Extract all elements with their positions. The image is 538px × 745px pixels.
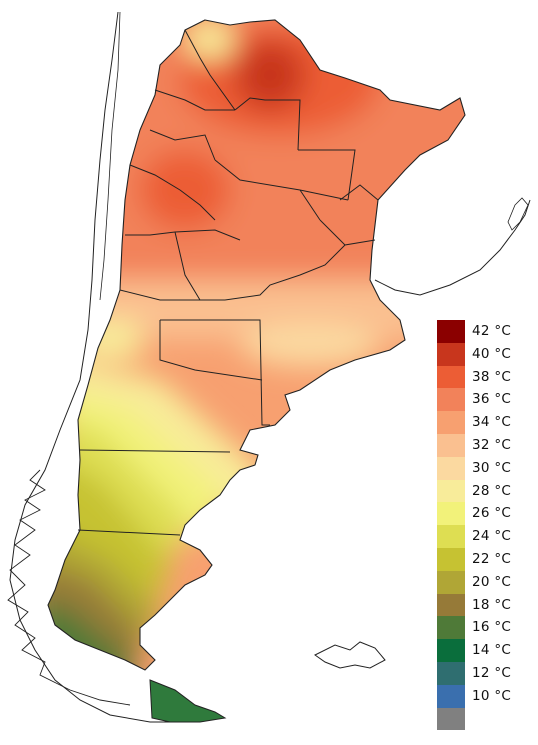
legend-item: 28 °C xyxy=(437,479,533,503)
legend-swatch xyxy=(437,456,465,480)
legend-label: 22 °C xyxy=(472,550,512,567)
argentina-outline xyxy=(47,19,466,671)
temperature-legend: 42 °C 40 °C 38 °C 36 °C 34 °C 32 °C 30 °C 28 °C… xyxy=(437,320,533,731)
lagoon-outline xyxy=(507,197,529,231)
uruguay-coast xyxy=(374,199,531,296)
legend-swatch xyxy=(437,342,465,366)
legend-label: 14 °C xyxy=(472,642,512,659)
legend-swatch xyxy=(437,570,465,594)
legend-label: 40 °C xyxy=(472,345,512,362)
legend-item xyxy=(437,707,533,731)
legend-label: 24 °C xyxy=(472,528,512,545)
legend-item: 38 °C xyxy=(437,365,533,389)
chile-fjords-outline xyxy=(7,469,131,706)
legend-swatch xyxy=(437,433,465,457)
chile-border-line xyxy=(99,11,121,301)
legend-swatch xyxy=(437,502,465,526)
legend-item: 30 °C xyxy=(437,456,533,480)
legend-swatch xyxy=(437,479,465,503)
legend-label: 30 °C xyxy=(472,459,512,476)
legend-label: 26 °C xyxy=(472,505,512,522)
legend-swatch xyxy=(437,411,465,434)
province-boundaries xyxy=(77,29,379,536)
legend-item: 32 °C xyxy=(437,433,533,457)
legend-label: 18 °C xyxy=(472,596,512,613)
legend-label: 34 °C xyxy=(472,414,512,431)
legend-label: 28 °C xyxy=(472,482,512,499)
legend-swatch xyxy=(437,388,465,412)
legend-swatch xyxy=(437,684,465,708)
legend-swatch xyxy=(437,661,465,685)
legend-item: 34 °C xyxy=(437,411,533,434)
legend-item: 16 °C xyxy=(437,616,533,640)
malvinas-islands xyxy=(314,641,386,669)
legend-swatch xyxy=(437,525,465,548)
legend-label: 42 °C xyxy=(472,323,512,339)
legend-label: 12 °C xyxy=(472,664,512,681)
legend-label: 16 °C xyxy=(472,619,512,636)
legend-item: 18 °C xyxy=(437,593,533,617)
legend-label: 36 °C xyxy=(472,391,512,408)
legend-item: 12 °C xyxy=(437,661,533,685)
legend-swatch xyxy=(437,707,465,731)
legend-item: 20 °C xyxy=(437,570,533,594)
legend-swatch xyxy=(437,365,465,389)
legend-item: 36 °C xyxy=(437,388,533,412)
legend-label: 32 °C xyxy=(472,436,512,453)
legend-item: 24 °C xyxy=(437,525,533,548)
legend-swatch xyxy=(437,593,465,617)
legend-label: 10 °C xyxy=(472,687,512,704)
legend-item: 42 °C xyxy=(437,320,533,343)
legend-swatch xyxy=(437,616,465,640)
legend-item: 40 °C xyxy=(437,342,533,366)
legend-item: 22 °C xyxy=(437,547,533,571)
legend-swatch xyxy=(437,547,465,571)
legend-swatch xyxy=(437,639,465,662)
legend-swatch xyxy=(437,320,465,343)
chile-coast-outline xyxy=(9,11,190,723)
legend-label: 20 °C xyxy=(472,573,512,590)
tierra-del-fuego xyxy=(149,679,227,723)
legend-label: 38 °C xyxy=(472,368,512,385)
legend-item: 26 °C xyxy=(437,502,533,526)
legend-item: 14 °C xyxy=(437,639,533,662)
legend-item: 10 °C xyxy=(437,684,533,708)
